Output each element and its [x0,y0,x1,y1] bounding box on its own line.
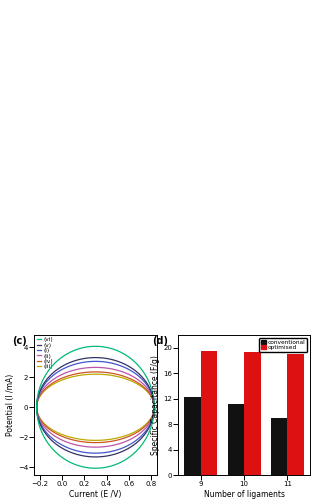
Bar [271,418,287,475]
Bar [244,352,261,475]
Legend: conventional, optimised: conventional, optimised [259,338,307,352]
Bar [287,354,304,475]
Bar [201,351,217,475]
Bar [184,396,201,475]
Text: (d): (d) [152,336,168,346]
X-axis label: Number of ligaments: Number of ligaments [204,490,285,499]
Bar [228,404,244,475]
X-axis label: Current (E /V): Current (E /V) [69,490,122,499]
Y-axis label: Potential (I /mA): Potential (I /mA) [6,374,15,436]
Legend: (vi), (v), (i), (ii), (iv), (iii): (vi), (v), (i), (ii), (iv), (iii) [36,337,54,370]
Text: (c): (c) [13,336,27,346]
Y-axis label: Specific Capacitance (F/g): Specific Capacitance (F/g) [151,355,160,455]
